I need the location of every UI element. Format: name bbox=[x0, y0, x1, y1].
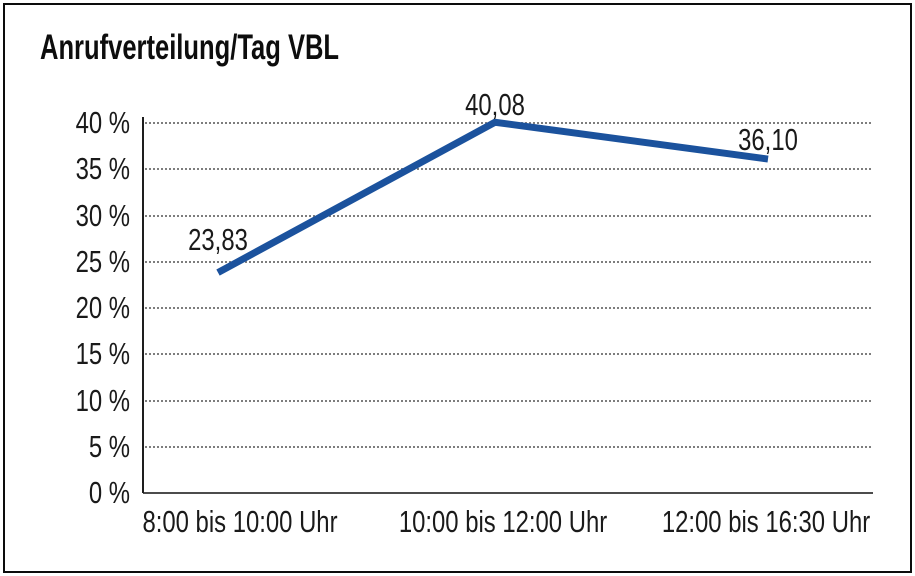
gridline bbox=[145, 214, 873, 217]
y-tick-label: 5 % bbox=[88, 428, 130, 464]
x-tick-label: 8:00 bis 10:00 Uhr bbox=[142, 504, 338, 539]
y-tick-label: 25 % bbox=[75, 243, 130, 279]
y-tick-label: 35 % bbox=[75, 151, 130, 187]
x-axis-line bbox=[143, 492, 873, 494]
gridline bbox=[145, 445, 873, 448]
y-tick-label: 20 % bbox=[75, 290, 130, 325]
y-axis-line bbox=[142, 117, 144, 493]
gridline bbox=[145, 399, 873, 402]
y-tick-label: 10 % bbox=[75, 382, 130, 418]
x-tick-label: 10:00 bis 12:00 Uhr bbox=[398, 504, 608, 539]
data-point-label: 40,08 bbox=[465, 87, 525, 123]
series-line bbox=[216, 118, 769, 276]
y-tick-label: 0 % bbox=[88, 475, 130, 510]
x-tick-label: 12:00 bis 16:30 Uhr bbox=[661, 504, 871, 539]
gridline bbox=[145, 260, 873, 263]
gridline bbox=[145, 168, 873, 171]
data-point-label: 23,83 bbox=[188, 221, 248, 257]
gridline bbox=[145, 353, 873, 356]
y-tick-label: 30 % bbox=[75, 197, 130, 233]
y-tick-label: 40 % bbox=[75, 105, 130, 140]
gridline bbox=[145, 307, 873, 309]
chart-title: Anrufverteilung/Tag VBL bbox=[40, 28, 340, 67]
data-point-label: 36,10 bbox=[738, 122, 798, 158]
y-tick-label: 15 % bbox=[75, 336, 130, 372]
